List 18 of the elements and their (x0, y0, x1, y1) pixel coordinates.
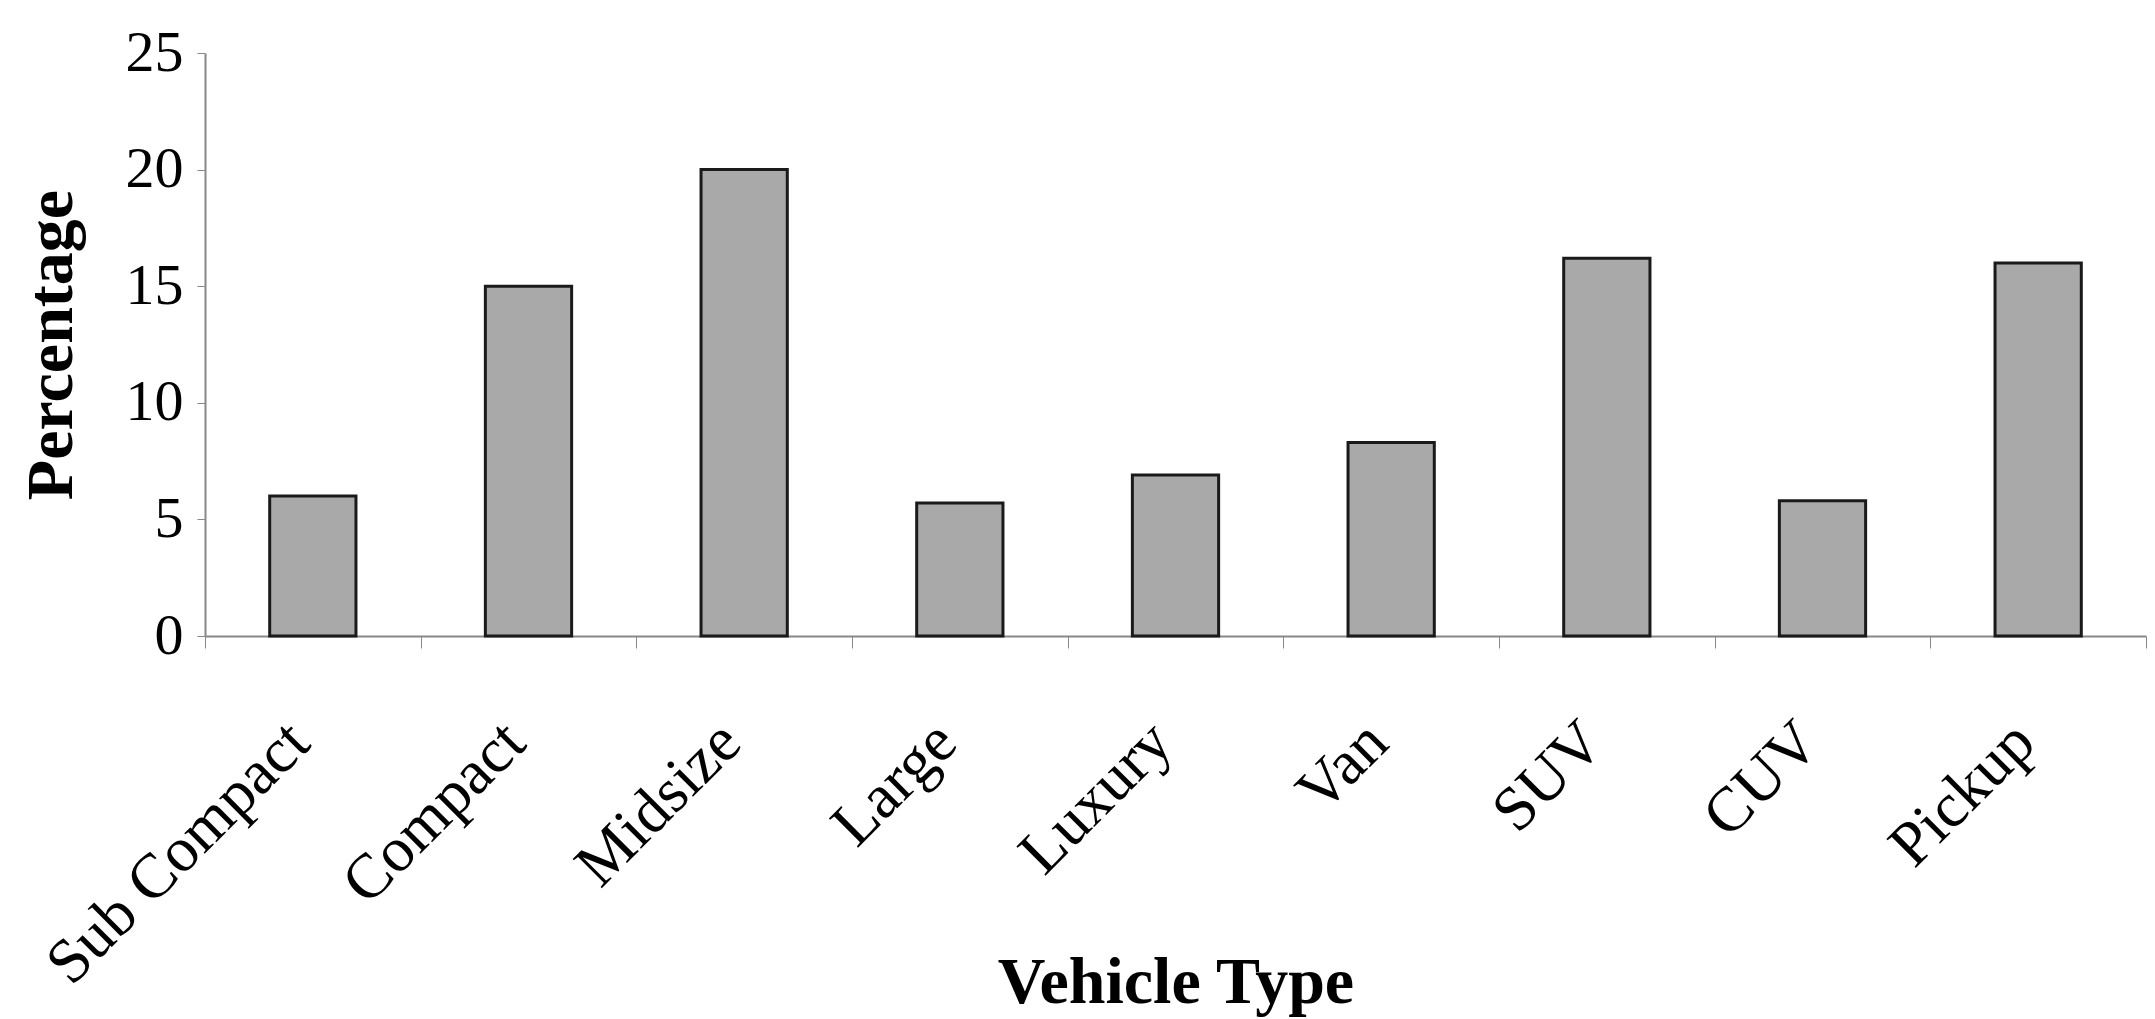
y-tick-label: 5 (154, 484, 184, 550)
bar (699, 168, 789, 638)
bar (1346, 440, 1436, 638)
bar (1130, 473, 1221, 638)
bar (1562, 256, 1652, 638)
bar (1993, 261, 2083, 638)
y-axis-title: Percentage (12, 189, 86, 501)
bar (483, 284, 574, 638)
bar (1777, 499, 1868, 638)
x-axis-title: Vehicle Type (997, 943, 1355, 1017)
y-tick-label: 15 (125, 251, 184, 317)
y-tick-label: 0 (154, 601, 184, 667)
bar (915, 501, 1005, 638)
y-tick-label: 25 (125, 18, 184, 84)
bar (268, 494, 358, 638)
y-tick-label: 20 (125, 135, 184, 201)
x-tick-label: Van (1282, 706, 1401, 826)
y-tick-label: 10 (125, 368, 184, 434)
